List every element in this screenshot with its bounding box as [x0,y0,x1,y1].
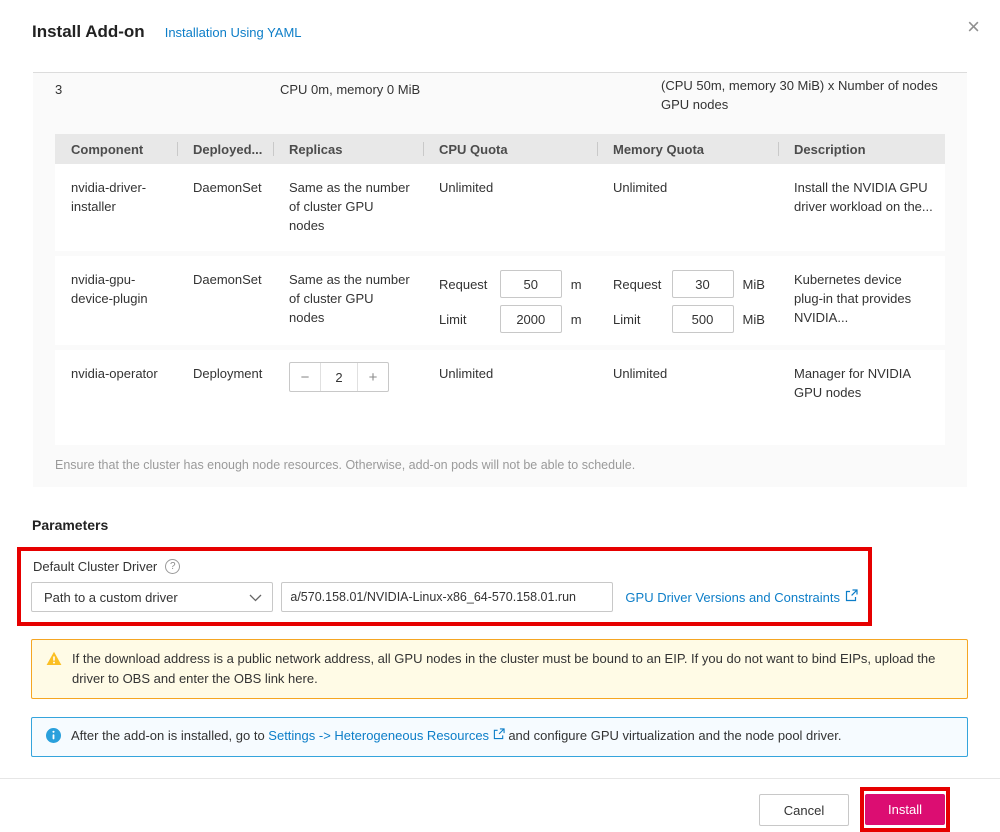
header-component: Component [71,141,144,157]
resource-note: Ensure that the cluster has enough node … [55,458,636,472]
table-row: nvidia-operator Deployment − 2 + Unlimit… [55,350,945,445]
cpu-limit-unit: m [570,311,582,327]
info-icon [46,726,61,748]
default-cluster-driver-label: Default Cluster Driver [33,559,158,574]
spec-node-quota: (CPU 50m, memory 30 MiB) x Number of nod… [661,76,945,114]
addon-spec-panel: 3 CPU 0m, memory 0 MiB (CPU 50m, memory … [33,72,967,487]
table-row: nvidia-gpu-device-plugin DaemonSet Same … [55,256,945,345]
gpu-driver-versions-link-text: GPU Driver Versions and Constraints [625,589,840,605]
page-title: Install Add-on [32,22,145,41]
chevron-down-icon [249,590,262,605]
post-install-info-text: After the add-on is installed, go to Set… [71,726,841,745]
cell-component: nvidia-gpu-device-plugin [71,272,148,306]
spec-replica-count: 3 [55,82,63,97]
eip-warning-alert: If the download address is a public netw… [31,639,968,699]
driver-type-select[interactable]: Path to a custom driver [31,582,274,612]
cell-cpu-quota: Unlimited [439,180,494,195]
stepper-plus-icon[interactable]: + [368,368,378,386]
heterogeneous-resources-link[interactable]: Settings -> Heterogeneous Resources [268,728,490,743]
cell-deployed: Deployment [193,366,263,381]
cell-deployed: DaemonSet [193,272,262,287]
info-text-after: and configure GPU virtualization and the… [508,728,842,743]
cpu-request-unit: m [570,276,582,292]
parameters-heading: Parameters [32,517,109,533]
header-deployed: Deployed... [177,134,273,164]
driver-path-input[interactable] [281,582,614,612]
cell-replicas: Same as the number of cluster GPU nodes [289,272,410,325]
stepper-minus-icon[interactable]: − [300,368,310,386]
memory-request-label: Request [613,276,662,292]
driver-type-select-value: Path to a custom driver [44,589,178,605]
header-memory-quota: Memory Quota [597,134,778,164]
installation-using-yaml-link[interactable]: Installation Using YAML [164,25,302,40]
cell-cpu-quota: Unlimited [439,366,494,381]
component-table-header: Component Deployed... Replicas CPU Quota… [55,134,945,164]
memory-limit-unit: MiB [742,311,765,327]
cell-memory-quota: Unlimited [613,180,668,195]
help-icon[interactable]: ? [165,559,181,574]
external-link-icon [493,728,509,743]
dialog-header: Install Add-on Installation Using YAML [0,0,1000,42]
external-link-icon [845,589,858,605]
cpu-request-input[interactable] [499,270,562,298]
cell-deployed: DaemonSet [193,180,262,195]
component-table: Component Deployed... Replicas CPU Quota… [55,134,945,445]
replicas-stepper[interactable]: − 2 + [289,362,389,392]
post-install-info-alert: After the add-on is installed, go to Set… [31,717,968,757]
component-table-body: nvidia-driver-installer DaemonSet Same a… [55,164,945,445]
cell-cpu-quota: Request m Limit m [423,256,597,345]
cancel-button[interactable]: Cancel [759,794,849,826]
spec-self-quota: CPU 0m, memory 0 MiB [280,82,421,97]
cpu-limit-input[interactable] [499,305,562,333]
header-description: Description [778,134,945,164]
header-cpu-quota: CPU Quota [423,134,597,164]
cell-description: Manager for NVIDIA GPU nodes [794,366,911,400]
cpu-request-label: Request [439,276,488,292]
spec-summary-row: 3 CPU 0m, memory 0 MiB (CPU 50m, memory … [33,73,967,124]
cell-replicas: − 2 + [273,350,423,445]
memory-request-input[interactable] [671,270,734,298]
spec-node-quota-line2: GPU nodes [661,97,729,112]
header-replicas: Replicas [273,134,423,164]
warning-icon [46,649,62,672]
cell-memory-quota: Request MiB Limit MiB [597,256,778,345]
cell-replicas: Same as the number of cluster GPU nodes [289,180,410,233]
eip-warning-text: If the download address is a public netw… [72,651,936,686]
info-text-before: After the add-on is installed, go to [71,728,269,743]
cell-description: Install the NVIDIA GPU driver workload o… [794,180,933,214]
default-cluster-driver-annotation-box: Default Cluster Driver ? Path to a custo… [17,547,872,626]
close-icon[interactable]: × [967,14,980,39]
cpu-limit-label: Limit [439,311,467,327]
gpu-driver-versions-link[interactable]: GPU Driver Versions and Constraints [625,589,858,605]
cell-component: nvidia-operator [71,366,158,381]
cell-component: nvidia-driver-installer [71,180,147,214]
dialog-footer: Cancel Install [0,778,1000,832]
cell-memory-quota: Unlimited [613,366,668,381]
table-row: nvidia-driver-installer DaemonSet Same a… [55,164,945,251]
cell-description: Kubernetes device plug-in that provides … [794,272,912,325]
stepper-value: 2 [320,363,358,391]
memory-limit-input[interactable] [671,305,734,333]
memory-limit-label: Limit [613,311,641,327]
memory-request-unit: MiB [742,276,765,292]
spec-node-quota-line1: (CPU 50m, memory 30 MiB) x Number of nod… [661,78,938,93]
